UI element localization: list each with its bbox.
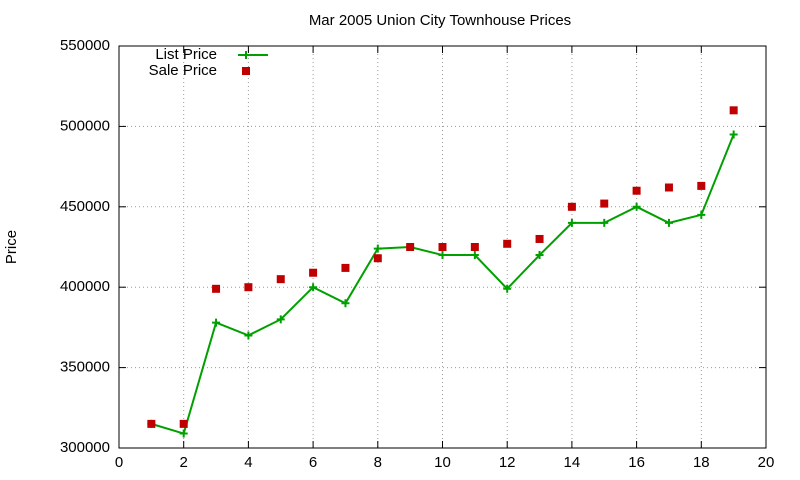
point-marker: [567, 218, 576, 227]
x-tick-label: 16: [628, 454, 645, 471]
point-marker: [503, 239, 512, 248]
point-marker: [244, 283, 253, 292]
y-tick-label: 300000: [60, 439, 110, 456]
y-tick-label: 550000: [60, 37, 110, 54]
x-tick-label: 6: [309, 454, 317, 471]
y-tick-label: 400000: [60, 278, 110, 295]
point-marker: [567, 202, 576, 211]
point-marker: [600, 218, 609, 227]
point-marker: [697, 181, 706, 190]
point-marker: [438, 243, 447, 251]
y-tick-label: 450000: [60, 198, 110, 215]
x-tick-label: 0: [115, 454, 123, 471]
point-marker: [179, 419, 188, 428]
y-axis-label: Price: [3, 230, 20, 264]
point-marker: [632, 202, 641, 211]
y-tick-label: 500000: [60, 117, 110, 134]
point-marker: [470, 243, 479, 251]
point-marker: [341, 263, 350, 272]
x-tick-label: 8: [374, 454, 382, 471]
point-marker: [373, 254, 382, 263]
point-marker: [664, 183, 673, 192]
point-marker: [697, 210, 706, 219]
point-marker: [244, 331, 253, 340]
x-tick-label: 20: [758, 454, 775, 471]
y-tick-label: 350000: [60, 359, 110, 376]
point-marker: [147, 419, 156, 428]
point-marker: [341, 299, 350, 308]
point-marker: [309, 268, 318, 277]
point-marker: [179, 429, 188, 438]
point-marker: [729, 130, 738, 139]
point-marker: [503, 284, 512, 293]
point-marker: [373, 244, 382, 253]
x-tick-label: 14: [564, 454, 581, 471]
chart-title: Mar 2005 Union City Townhouse Prices: [309, 12, 571, 29]
point-marker: [309, 283, 318, 292]
point-marker: [632, 186, 641, 195]
point-marker: [470, 251, 479, 260]
plot-border: [118, 45, 767, 449]
point-marker: [212, 284, 221, 293]
legend-marker: [242, 51, 250, 59]
point-marker: [535, 234, 544, 243]
point-marker: [276, 315, 285, 324]
point-marker: [438, 251, 447, 260]
legend-label: List Price: [155, 46, 217, 63]
x-tick-label: 2: [180, 454, 188, 471]
point-marker: [535, 251, 544, 260]
point-marker: [664, 218, 673, 227]
legend-label: Sale Price: [149, 62, 217, 79]
x-tick-label: 18: [693, 454, 710, 471]
point-marker: [729, 106, 738, 115]
point-marker: [406, 243, 415, 251]
point-marker: [212, 318, 221, 327]
point-marker: [276, 275, 285, 284]
x-tick-label: 10: [434, 454, 451, 471]
series-line: [151, 134, 735, 435]
x-tick-label: 4: [244, 454, 252, 471]
x-tick-label: 12: [499, 454, 516, 471]
legend-marker: [242, 67, 250, 75]
point-marker: [600, 199, 609, 208]
